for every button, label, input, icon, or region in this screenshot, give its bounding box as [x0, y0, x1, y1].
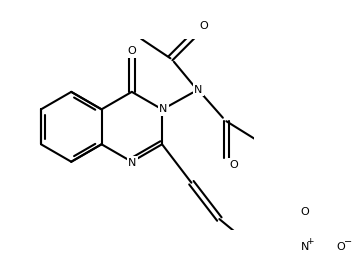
- Text: −: −: [344, 237, 352, 247]
- Text: N: N: [159, 104, 168, 114]
- Text: +: +: [307, 237, 314, 246]
- Text: O: O: [337, 242, 345, 252]
- Text: N: N: [300, 242, 309, 252]
- Text: O: O: [127, 46, 136, 56]
- Text: N: N: [194, 85, 203, 95]
- Text: O: O: [229, 159, 238, 170]
- Text: O: O: [199, 21, 209, 31]
- Text: O: O: [300, 207, 309, 217]
- Text: N: N: [128, 158, 137, 168]
